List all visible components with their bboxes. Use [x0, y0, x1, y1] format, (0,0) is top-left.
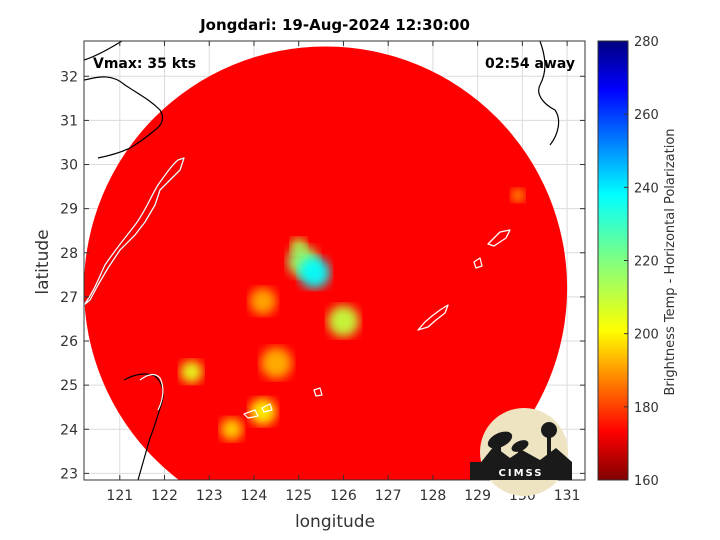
x-tick-label: 129: [464, 488, 491, 504]
vmax-annotation: Vmax: 35 kts: [93, 56, 196, 72]
x-tick-label: 126: [330, 488, 357, 504]
colorbar-tick-label: 180: [634, 401, 659, 416]
coastline-china-west-white: [84, 157, 185, 306]
colorbar: [597, 40, 629, 481]
island-miyako: [313, 387, 323, 397]
x-tick-label: 123: [196, 488, 223, 504]
y-tick-label: 30: [60, 158, 78, 174]
features: [180, 188, 525, 441]
chart-title: Jongdari: 19-Aug-2024 12:30:00: [199, 16, 470, 34]
y-tick-label: 31: [60, 113, 78, 129]
coastline-taiwan: [123, 373, 164, 480]
convective-cell: [511, 188, 525, 203]
colorbar-tick-label: 280: [634, 35, 659, 50]
time-offset-annotation: 02:54 away: [485, 56, 575, 72]
y-tick-label: 25: [60, 378, 78, 394]
x-tick-label: 125: [285, 488, 312, 504]
x-tick-label: 121: [106, 488, 133, 504]
convective-cell: [249, 398, 277, 426]
logo-text: CIMSS: [499, 468, 544, 479]
island-ishigaki: [243, 403, 273, 419]
convective-cell: [260, 347, 293, 379]
colorbar-tick-label: 160: [634, 474, 659, 489]
y-axis-label: latitude: [33, 229, 53, 294]
colorbar-label: Brightness Temp - Horizontal Polarizatio…: [663, 128, 678, 395]
swath-layer: [84, 46, 568, 480]
y-ticks: 23 24 25 26 27 28 29 30 31 32: [60, 69, 585, 482]
island-amami: [487, 229, 511, 247]
x-tick-label: 127: [375, 488, 402, 504]
x-tick-label: 122: [151, 488, 178, 504]
island-okinawa: [417, 304, 449, 331]
colorbar-tick-label: 200: [634, 328, 659, 343]
y-tick-label: 28: [60, 246, 78, 262]
coastline-east: [538, 41, 560, 146]
x-tick-label: 124: [241, 488, 268, 504]
x-tick-label: 128: [420, 488, 447, 504]
logo-dishes: [487, 422, 557, 464]
convective-cell: [298, 256, 331, 289]
y-tick-label: 32: [60, 69, 78, 85]
cimss-logo: CIMSS: [470, 408, 572, 496]
colorbar-tick-label: 260: [634, 108, 659, 123]
x-axis-label: longitude: [295, 512, 375, 532]
island-small-1: [473, 257, 483, 269]
x-tick-label: 131: [554, 488, 581, 504]
convective-cell: [180, 360, 203, 384]
colorbar-tick-label: 240: [634, 181, 659, 196]
convective-cell: [327, 305, 360, 337]
island-northeast: [539, 147, 553, 159]
axes-box: [83, 40, 586, 481]
coastline-taiwan-white: [139, 373, 164, 411]
convective-cell: [249, 287, 277, 315]
y-tick-label: 23: [60, 466, 78, 482]
y-tick-label: 26: [60, 334, 78, 350]
colorbar-tick-label: 220: [634, 255, 659, 270]
y-tick-label: 24: [60, 422, 78, 438]
logo-band: [470, 462, 572, 480]
colorbar-ticks: 160 180 200 220 240 260 280: [624, 35, 659, 489]
coastlines: [84, 41, 560, 480]
convective-cell: [220, 418, 243, 441]
y-tick-label: 27: [60, 290, 78, 306]
y-tick-label: 29: [60, 202, 78, 218]
